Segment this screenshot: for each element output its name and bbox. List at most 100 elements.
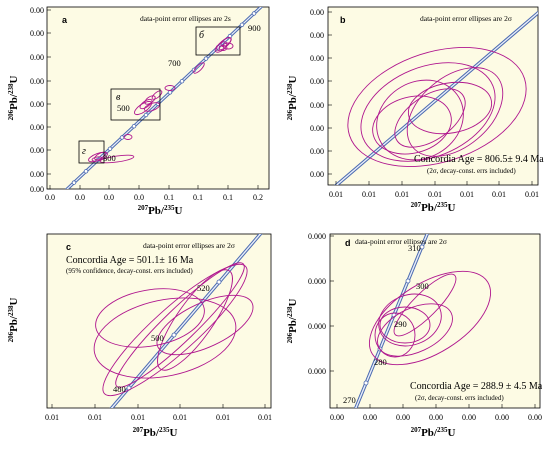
x-tick-label: 0.00 [429, 413, 443, 422]
y-tick-label: 0.00 [310, 170, 324, 179]
y-tick-label: 0.00 [30, 53, 44, 62]
box-label-b: б [199, 30, 205, 41]
y-tick-labels: 0.000 0.000 0.000 0.000 [308, 232, 326, 376]
plot-content [334, 10, 538, 185]
box-label-g: г [82, 146, 86, 157]
concordia-markers [126, 279, 222, 391]
y-ticks [330, 235, 334, 372]
y-tick-label: 0.00 [30, 100, 44, 109]
panel-b: b data-point error ellipses are 2σ Conco… [286, 6, 544, 214]
x-tick-label: 0.01 [45, 413, 59, 422]
x-tick-label: 0.01 [362, 190, 376, 199]
concordia-markers [71, 11, 257, 185]
x-tick-label: 0.01 [428, 190, 442, 199]
concordia-label-500: 500 [151, 333, 164, 343]
x-tick-labels: 0.0 0.0 0.0 0.0 0.1 0.1 0.1 0.2 [45, 193, 263, 202]
y-tick-label: 0.00 [30, 29, 44, 38]
concordia-curve [334, 10, 538, 185]
y-tick-label: 0.00 [30, 146, 44, 155]
x-tick-labels: 0.00 0.00 0.00 0.00 0.00 0.00 0.00 [330, 413, 542, 422]
x-tick-label: 0.01 [329, 190, 343, 199]
y-tick-label: 0.00 [30, 185, 44, 194]
concordia-label-900: 900 [248, 23, 261, 33]
x-tick-label: 0.00 [495, 413, 509, 422]
x-tick-label: 0.0 [75, 193, 85, 202]
plot-content: 480 500 520 [93, 234, 263, 408]
y-axis-label: 206Pb/238U [286, 299, 299, 344]
zoom-box-b [195, 26, 241, 56]
x-axis-label: 207Pb/235U [411, 201, 456, 214]
x-tick-label: 0.00 [363, 413, 377, 422]
y-tick-label: 0.00 [310, 31, 324, 40]
concordia-label-480: 480 [113, 384, 126, 394]
x-ticks [49, 185, 259, 189]
zoom-boxes [78, 26, 241, 164]
y-tick-label: 0.00 [30, 170, 44, 179]
x-tick-label: 0.01 [492, 190, 506, 199]
concordia-label-290: 290 [394, 319, 407, 329]
plot-area [46, 6, 270, 190]
error-ellipses [368, 270, 492, 366]
x-tick-label: 0.01 [525, 190, 539, 199]
y-tick-label: 0.000 [308, 232, 326, 241]
panel-d: 270 280 290 300 310 d data-point error e… [286, 232, 543, 439]
error-ellipses [347, 47, 527, 167]
y-axis-label: 206Pb/238U [7, 298, 20, 343]
box-label-v: в [116, 92, 121, 103]
y-tick-label: 0.00 [30, 123, 44, 132]
x-tick-label: 0.00 [330, 413, 344, 422]
x-tick-label: 0.2 [253, 193, 263, 202]
panel-letter-a: a [62, 15, 68, 25]
concordia-age-note: (95% confidence, decay-const. errs inclu… [66, 267, 193, 275]
y-tick-label: 0.00 [310, 8, 324, 17]
x-tick-labels: 0.01 0.01 0.01 0.01 0.01 0.01 [45, 413, 272, 422]
x-tick-label: 0.01 [173, 413, 187, 422]
y-tick-labels: 0.00 0.00 0.00 0.00 0.00 0.00 0.00 0.00 … [30, 6, 44, 194]
ellipse-note: data-point error ellipses are 2σ [143, 241, 235, 250]
x-ticks [51, 404, 266, 408]
concordia-curve [109, 234, 263, 408]
y-tick-label: 0.00 [310, 147, 324, 156]
panel-a: г в б 300 500 700 900 a data-point error… [7, 6, 270, 217]
panel-letter-c: c [66, 242, 71, 252]
x-ticks [335, 181, 533, 185]
concordia-label-700: 700 [168, 58, 181, 68]
y-tick-label: 0.00 [30, 6, 44, 15]
concordia-label-300: 300 [103, 153, 116, 163]
y-axis-label: 206Pb/238U [286, 76, 299, 121]
y-tick-label: 0.000 [308, 277, 326, 286]
ellipse-note: data-point error ellipses are 2s [140, 14, 231, 23]
x-tick-label: 0.01 [131, 413, 145, 422]
concordia-curve [353, 234, 430, 408]
y-tick-label: 0.00 [310, 54, 324, 63]
y-tick-label: 0.000 [308, 322, 326, 331]
x-tick-labels: 0.01 0.01 0.01 0.01 0.01 0.01 0.01 [329, 190, 539, 199]
x-tick-label: 0.00 [528, 413, 542, 422]
x-tick-label: 0.01 [460, 190, 474, 199]
x-tick-label: 0.01 [395, 190, 409, 199]
x-tick-label: 0.0 [104, 193, 114, 202]
concordia-age-note: (2σ, decay-const. errs included) [415, 394, 504, 402]
plot-content: г в б 300 500 700 900 [64, 7, 264, 189]
x-ticks [336, 404, 536, 408]
concordia-age: Concordia Age = 806.5± 9.4 Ma [414, 154, 544, 165]
y-tick-label: 0.00 [30, 77, 44, 86]
concordia-label-300: 300 [416, 281, 429, 291]
concordia-label-310: 310 [408, 243, 421, 253]
error-ellipses [93, 262, 254, 397]
x-tick-label: 0.1 [223, 193, 233, 202]
y-axis-label: 206Pb/238U [7, 76, 20, 121]
concordia-age: Concordia Age = 501.1± 16 Ma [66, 255, 194, 266]
x-tick-label: 0.01 [88, 413, 102, 422]
panel-letter-b: b [340, 15, 346, 25]
plot-area [329, 233, 541, 409]
ellipse-note: data-point error ellipses are 2σ [420, 14, 512, 23]
x-tick-label: 0.0 [134, 193, 144, 202]
y-ticks [47, 9, 51, 190]
x-axis-label: 207Pb/235U [138, 204, 183, 217]
error-ellipses [88, 37, 234, 164]
x-axis-label: 207Pb/235U [411, 426, 456, 439]
concordia-age-note: (2σ, decay-const. errs included) [427, 167, 516, 175]
concordia-age: Concordia Age = 288.9 ± 4.5 Ma [410, 381, 543, 392]
